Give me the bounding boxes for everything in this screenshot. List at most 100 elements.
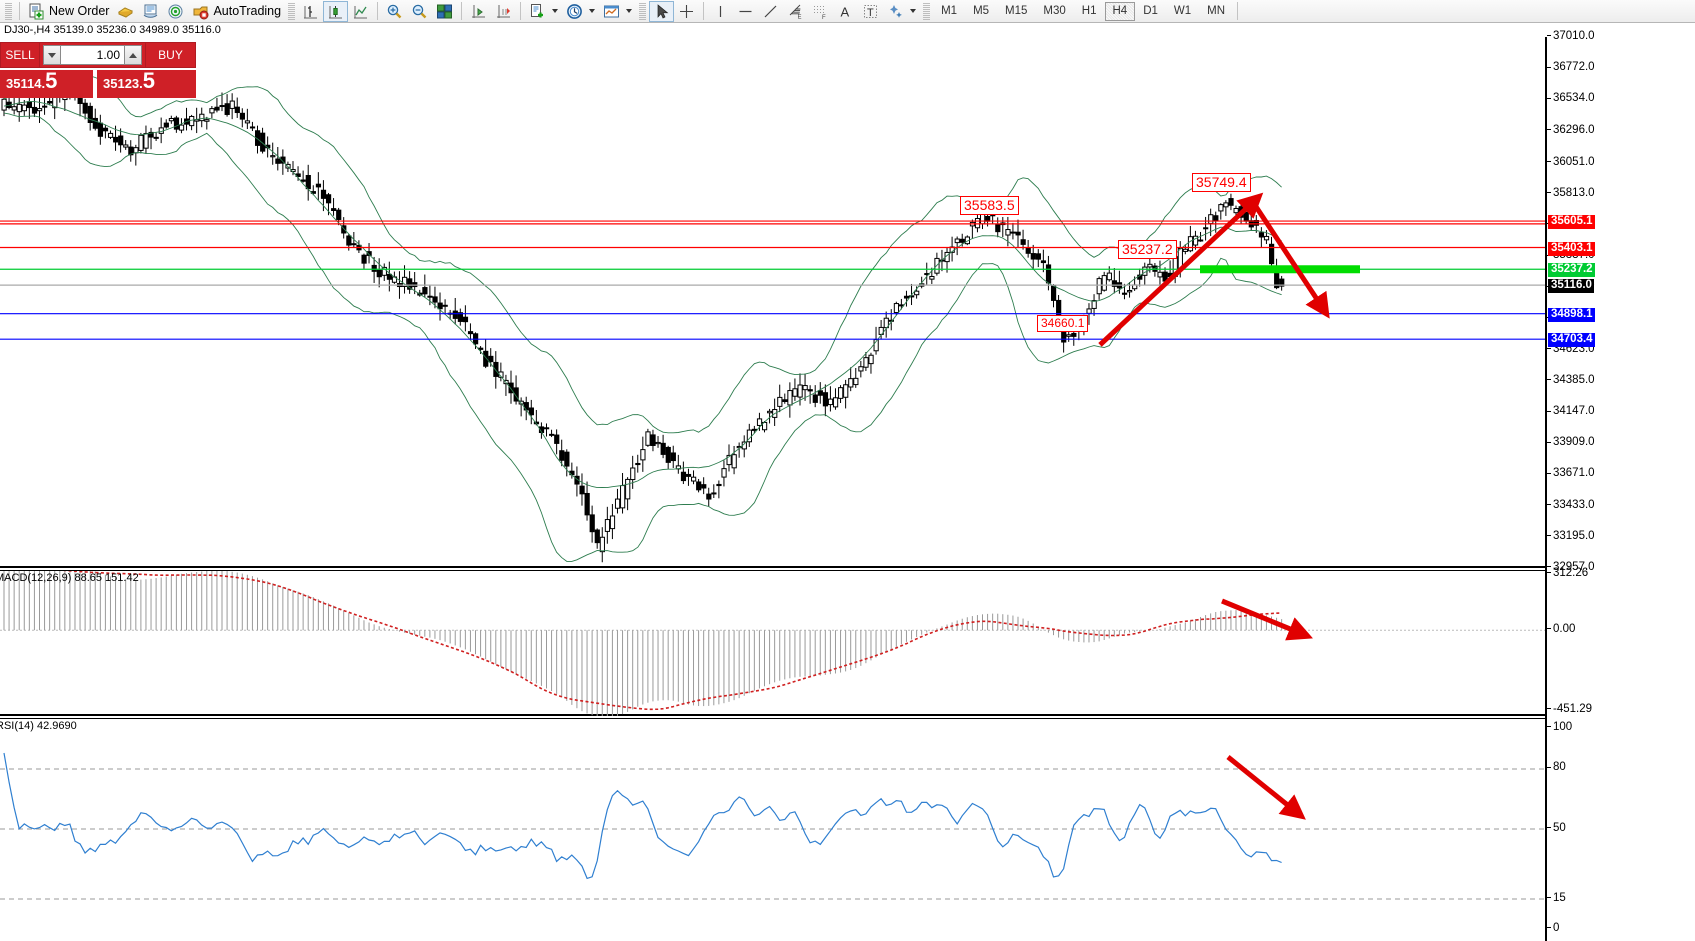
new-order-button[interactable]: New Order xyxy=(24,1,113,22)
chevron-down-icon-4[interactable] xyxy=(910,9,917,13)
macd-chart-svg xyxy=(0,571,1545,716)
rsi-axis-tick: 100 xyxy=(1547,721,1572,733)
rsi-down-arrow xyxy=(1226,755,1306,820)
horizontal-line-icon xyxy=(737,3,754,20)
volume-increment-button[interactable] xyxy=(124,45,142,65)
timeframe-h1[interactable]: H1 xyxy=(1081,5,1097,17)
chart-annotation-label[interactable]: 35749.4 xyxy=(1192,173,1251,192)
toolbar-grip-3[interactable] xyxy=(639,2,647,20)
macd-axis-tick: 0.00 xyxy=(1547,623,1575,635)
cursor-icon xyxy=(653,3,670,20)
text-label-button[interactable]: T xyxy=(858,1,883,22)
chart-annotation-label[interactable]: 35237.2 xyxy=(1118,240,1177,259)
chevron-down-icon-2[interactable] xyxy=(589,9,596,13)
bollinger-band-line xyxy=(3,112,1282,562)
zoom-out-button[interactable] xyxy=(407,1,432,22)
one-click-trading-panel[interactable]: SELL 1.00 BUY 35114 . 5 35123 . 5 xyxy=(0,42,196,98)
price-level-tag[interactable]: 34898.1 xyxy=(1548,307,1595,322)
chart-area[interactable]: MACD(12,26,9) 88.65 151.42 RSI(14) 42.96… xyxy=(0,23,1695,941)
candlestick-series xyxy=(1,76,1285,563)
toolbar-grip-4[interactable] xyxy=(923,2,931,20)
tile-windows-button[interactable] xyxy=(432,1,457,22)
timeframe-h4[interactable]: H4 xyxy=(1104,1,1136,21)
symbol-ohlc-line: DJ30-,H4 35139.0 35236.0 34989.0 35116.0 xyxy=(4,24,221,36)
expert-advisors-button[interactable] xyxy=(113,1,138,22)
price-axis-tick: 33909.0 xyxy=(1547,436,1595,448)
equidistant-channel-icon: F xyxy=(812,3,829,20)
candlestick-chart-button[interactable] xyxy=(323,0,349,22)
chart-annotation-label[interactable]: 34660.1 xyxy=(1037,315,1089,332)
cursor-button[interactable] xyxy=(649,0,675,22)
data-window-icon xyxy=(142,3,159,20)
timeframe-m5[interactable]: M5 xyxy=(973,5,990,17)
horizontal-line-button[interactable] xyxy=(733,1,758,22)
zoom-in-button[interactable] xyxy=(382,1,407,22)
chevron-down-icon-vol xyxy=(48,52,56,58)
toolbar-separator-5 xyxy=(703,2,705,20)
line-chart-button[interactable] xyxy=(348,1,373,22)
period-button[interactable] xyxy=(562,1,599,22)
volume-stepper[interactable]: 1.00 xyxy=(40,42,145,68)
bollinger-band-line xyxy=(3,75,1282,434)
bar-chart-button[interactable] xyxy=(298,1,323,22)
buy-price[interactable]: 35123 . 5 xyxy=(97,70,196,98)
price-level-tag[interactable]: 35605.1 xyxy=(1548,215,1595,230)
trendline-button[interactable] xyxy=(758,1,783,22)
price-axis-tick: 37010.0 xyxy=(1547,30,1595,42)
timeframe-m1[interactable]: M1 xyxy=(941,5,958,17)
trendline-icon xyxy=(762,3,779,20)
vertical-line-button[interactable] xyxy=(708,1,733,22)
toolbar-separator-4 xyxy=(520,2,522,20)
macd-down-arrow xyxy=(1221,598,1313,641)
fibonacci-button[interactable]: E xyxy=(783,1,808,22)
objects-icon xyxy=(887,3,904,20)
data-window-button[interactable] xyxy=(138,1,163,22)
price-level-tag[interactable]: 35403.1 xyxy=(1548,241,1595,256)
toolbar-grip[interactable] xyxy=(5,2,12,20)
price-axis-tick: 36534.0 xyxy=(1547,92,1595,104)
chart-shift-button[interactable] xyxy=(466,1,491,22)
price-level-tag[interactable]: 35116.0 xyxy=(1548,279,1594,294)
macd-label: MACD(12,26,9) 88.65 151.42 xyxy=(0,572,139,584)
sell-price[interactable]: 35114 . 5 xyxy=(0,70,93,98)
indicators-button[interactable] xyxy=(599,1,636,22)
toolbar-separator xyxy=(19,2,20,20)
zoom-out-icon xyxy=(411,3,428,20)
price-level-tag[interactable]: 34703.4 xyxy=(1548,333,1595,348)
buy-button[interactable]: BUY xyxy=(145,42,196,68)
macd-pane[interactable]: MACD(12,26,9) 88.65 151.42 xyxy=(0,570,1545,716)
period-icon xyxy=(566,3,583,20)
toolbar-grip-2[interactable] xyxy=(288,2,296,20)
template-button[interactable] xyxy=(525,1,562,22)
chevron-down-icon-3[interactable] xyxy=(626,9,633,13)
toolbar-separator-2 xyxy=(377,2,379,20)
auto-scroll-button[interactable] xyxy=(491,1,516,22)
navigator-button[interactable] xyxy=(163,1,188,22)
chart-annotation-label[interactable]: 35583.5 xyxy=(960,196,1019,215)
vertical-line-icon xyxy=(712,3,729,20)
timeframe-w1[interactable]: W1 xyxy=(1173,5,1192,17)
timeframe-m30[interactable]: M30 xyxy=(1043,5,1066,17)
price-pane[interactable] xyxy=(0,37,1545,568)
trend-arrow-group xyxy=(1098,192,1330,347)
price-chart-svg xyxy=(0,75,1545,563)
sell-button[interactable]: SELL xyxy=(0,42,40,68)
timeframe-m15[interactable]: M15 xyxy=(1005,5,1028,17)
objects-button[interactable] xyxy=(883,1,920,22)
price-level-tag[interactable]: 35237.2 xyxy=(1548,263,1595,278)
text-button[interactable]: A xyxy=(833,1,858,22)
buy-price-fraction: 5 xyxy=(142,68,156,93)
autotrading-button[interactable]: AutoTrading xyxy=(188,1,285,22)
line-chart-icon xyxy=(352,3,369,20)
timeframe-d1[interactable]: D1 xyxy=(1143,5,1158,17)
tile-windows-icon xyxy=(436,3,453,20)
macd-signal-line xyxy=(62,571,1282,711)
equidistant-channel-button[interactable]: F xyxy=(808,1,833,22)
crosshair-button[interactable] xyxy=(674,1,699,22)
volume-input[interactable]: 1.00 xyxy=(61,45,124,65)
chevron-down-icon[interactable] xyxy=(552,9,559,13)
rsi-pane[interactable]: RSI(14) 42.9690 xyxy=(0,718,1545,941)
price-axis[interactable]: 37010.0 36772.0 36534.0 36296.0 36051.0 35813… xyxy=(1545,30,1695,941)
timeframe-mn[interactable]: MN xyxy=(1207,5,1226,17)
volume-decrement-button[interactable] xyxy=(43,45,61,65)
